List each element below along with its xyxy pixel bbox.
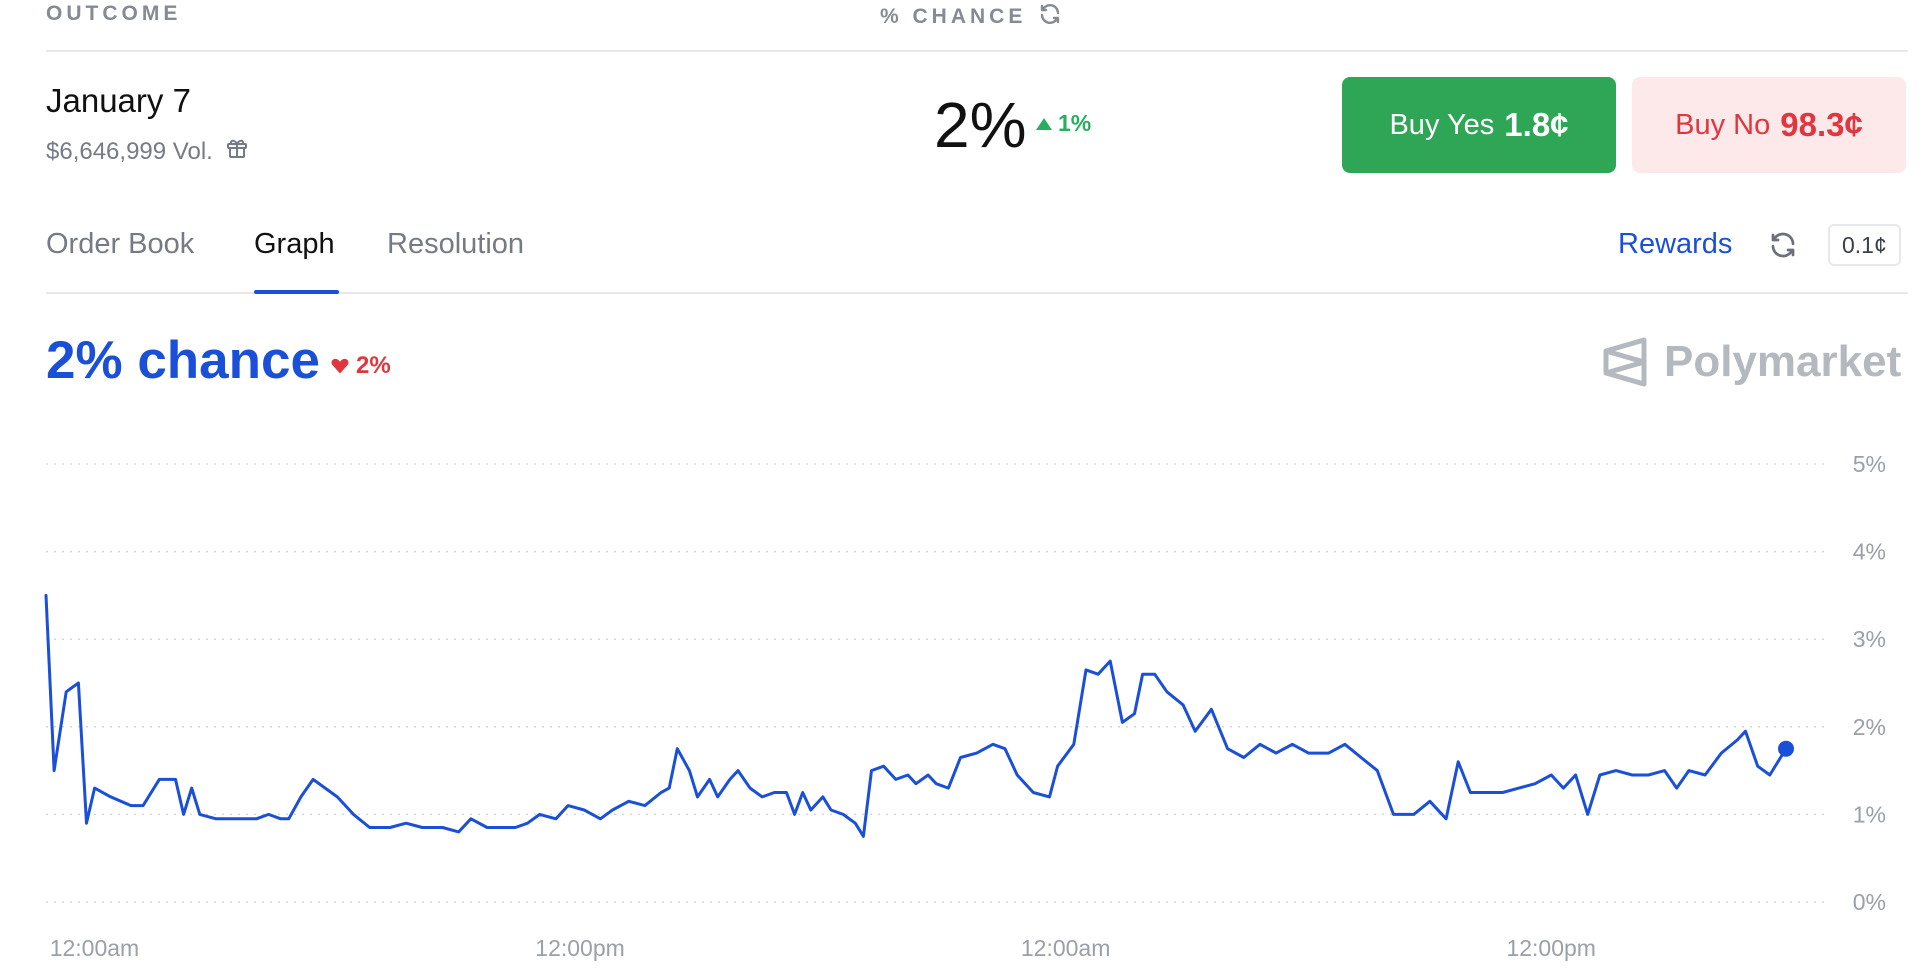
polymarket-icon — [1603, 337, 1647, 387]
x-tick-label: 12:00pm — [535, 935, 625, 961]
series-line — [44, 593, 1788, 838]
tabs-divider — [46, 292, 1908, 294]
chance-column-header: % CHANCE — [880, 2, 1062, 32]
tab-resolution[interactable]: Resolution — [387, 228, 525, 260]
price-chart[interactable]: 5% 4% 3% 2% 1% 0% 12:00am 12:00pm 12:00am 12:00pm — [0, 420, 1932, 974]
volume-text: $6,646,999 Vol. — [46, 137, 213, 165]
buy-yes-label: Buy Yes — [1389, 108, 1495, 141]
x-tick-label: 12:00pm — [1506, 935, 1596, 961]
y-tick-label: 5% — [1853, 451, 1886, 477]
refresh-icon[interactable] — [1038, 2, 1062, 32]
y-tick-label: 1% — [1853, 801, 1886, 827]
brand-name: Polymarket — [1664, 337, 1902, 386]
outcome-change-value: 1% — [1058, 110, 1092, 136]
graph-chance-title: 2% chance — [46, 331, 320, 390]
tick-size-badge[interactable]: 0.1¢ — [1828, 224, 1901, 266]
last-point-marker — [1778, 740, 1794, 757]
graph-chance-change: 2% — [330, 352, 391, 380]
graph-change-value: 2% — [356, 352, 391, 379]
y-tick-label: 4% — [1853, 539, 1886, 565]
chance-column-label: % CHANCE — [880, 5, 1027, 28]
y-tick-label: 0% — [1853, 889, 1886, 915]
header-divider — [46, 50, 1908, 52]
buy-no-price: 98.3¢ — [1780, 106, 1863, 143]
x-tick-label: 12:00am — [1021, 935, 1111, 961]
buy-no-label: Buy No — [1675, 108, 1771, 141]
y-tick-label: 3% — [1853, 626, 1886, 652]
outcome-chance-change: 1% — [1036, 110, 1091, 137]
buy-yes-price: 1.8¢ — [1504, 106, 1569, 143]
active-tab-indicator — [254, 290, 339, 294]
outcome-volume: $6,646,999 Vol. — [46, 136, 249, 167]
gift-icon[interactable] — [225, 136, 249, 167]
outcome-column-header: OUTCOME — [46, 2, 182, 25]
outcome-chance: 2% — [934, 89, 1027, 161]
x-tick-label: 12:00am — [50, 935, 140, 961]
polymarket-logo: Polymarket — [1602, 336, 1901, 388]
outcome-title: January 7 — [46, 82, 191, 119]
heart-down-icon — [331, 358, 349, 374]
rewards-link[interactable]: Rewards — [1618, 228, 1733, 260]
triangle-up-icon — [1036, 117, 1052, 130]
rewards-refresh-icon[interactable] — [1768, 230, 1798, 260]
buy-yes-button[interactable]: Buy Yes 1.8¢ — [1342, 77, 1616, 173]
y-tick-label: 2% — [1853, 714, 1886, 740]
buy-no-button[interactable]: Buy No 98.3¢ — [1632, 77, 1906, 173]
tab-graph[interactable]: Graph — [254, 228, 335, 260]
tab-order-book[interactable]: Order Book — [46, 228, 195, 260]
